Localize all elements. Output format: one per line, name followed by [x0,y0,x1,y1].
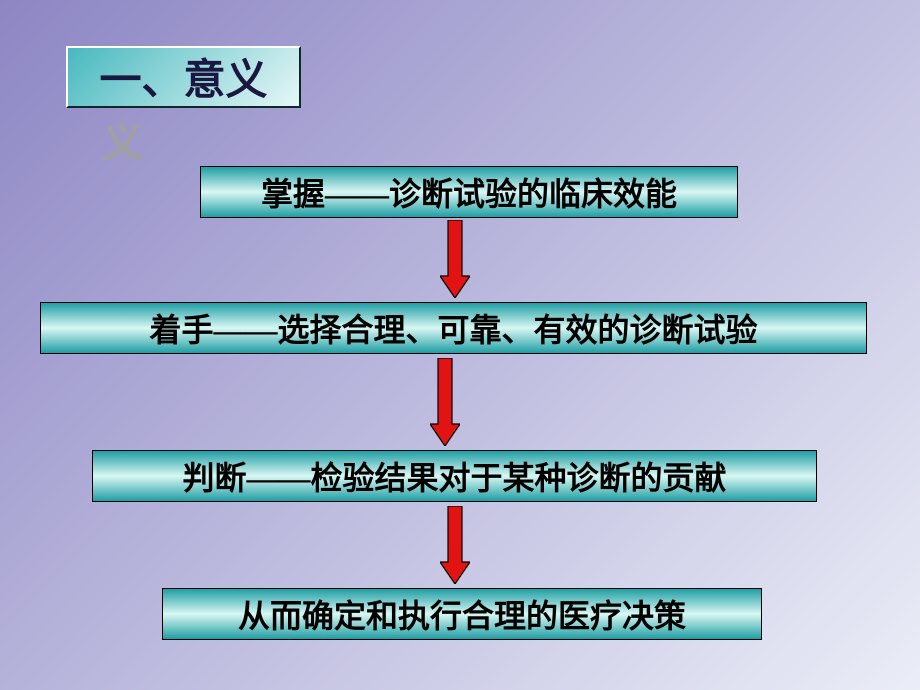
flow-step-1: 掌握——诊断试验的临床效能 [200,166,738,218]
flow-step-text: 判断——检验结果对于某种诊断的贡献 [182,453,726,499]
slide-content: 一、意义 一、意义 掌握——诊断试验的临床效能着手——选择合理、可靠、有效的诊断… [0,0,920,690]
section-title-text: 一、意义 [99,58,267,104]
flow-step-text: 从而确定和执行合理的医疗决策 [238,591,686,637]
flow-step-2: 着手——选择合理、可靠、有效的诊断试验 [40,302,867,354]
down-arrow-icon [440,506,470,584]
flow-step-4: 从而确定和执行合理的医疗决策 [162,588,762,640]
down-arrow-icon [440,220,470,298]
flow-step-text: 着手——选择合理、可靠、有效的诊断试验 [149,305,757,351]
section-title: 一、意义 一、意义 [99,46,267,107]
flow-step-3: 判断——检验结果对于某种诊断的贡献 [92,450,817,502]
flow-step-text: 掌握——诊断试验的临床效能 [261,169,677,215]
section-title-box: 一、意义 一、意义 [66,46,301,108]
down-arrow-icon [430,358,460,446]
